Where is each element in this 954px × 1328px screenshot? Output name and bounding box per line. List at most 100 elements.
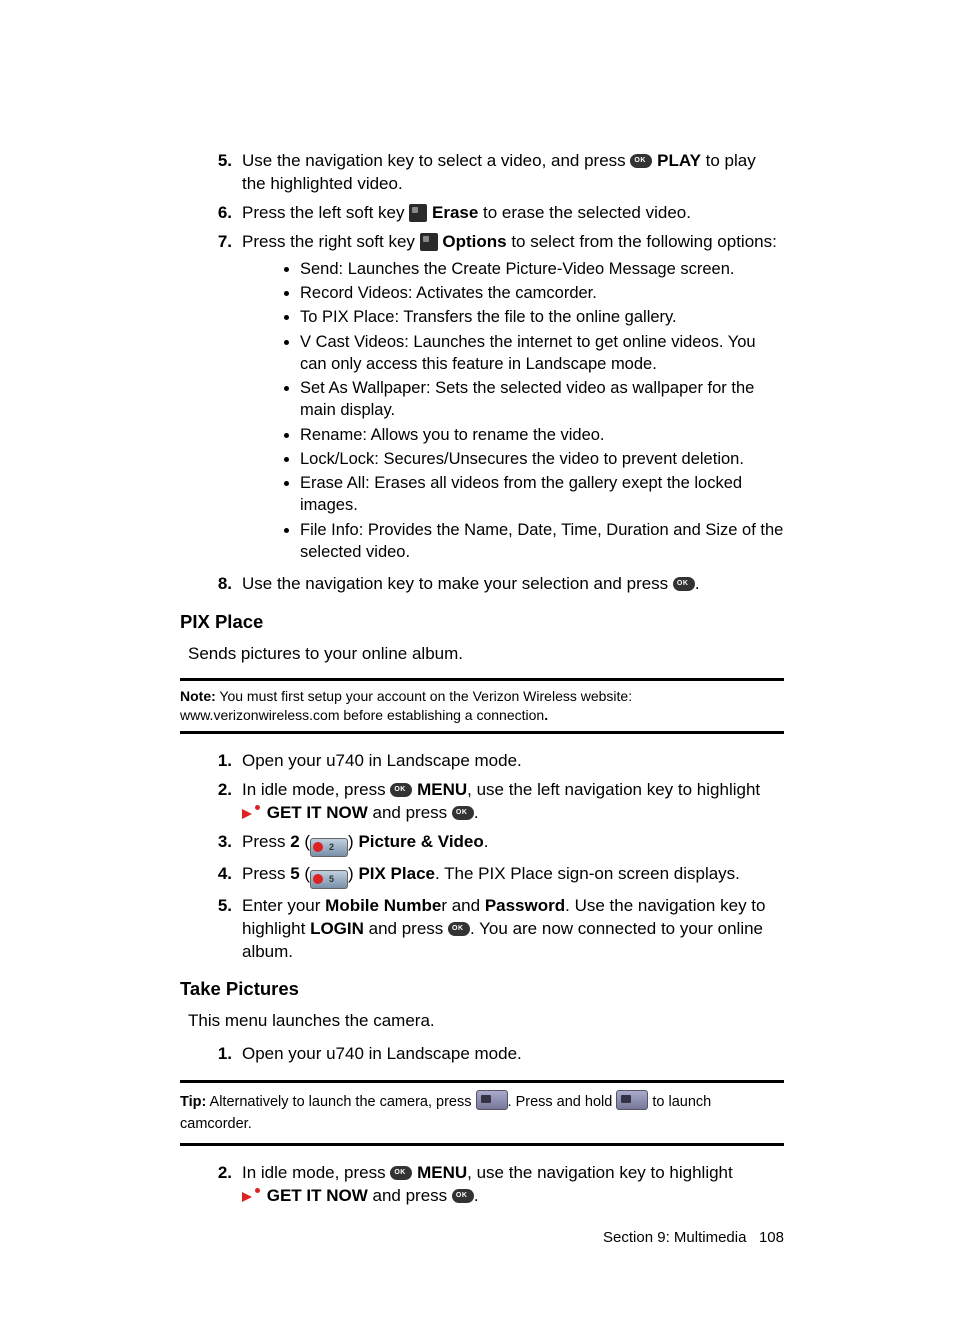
bold-text: MENU	[417, 780, 467, 799]
text: .	[484, 832, 489, 851]
camera-key-icon	[616, 1090, 648, 1110]
step-body: Use the navigation key to select a video…	[242, 150, 784, 196]
bold-text: PIX Place	[358, 864, 435, 883]
note-label: Note:	[180, 688, 216, 704]
text: .	[474, 1186, 479, 1205]
step-number: 1.	[180, 1043, 242, 1066]
text: )	[348, 832, 358, 851]
step-body: In idle mode, press MENU, use the left n…	[242, 779, 784, 825]
get-it-now-icon	[242, 805, 262, 821]
step-number: 3.	[180, 831, 242, 857]
text: , use the left navigation key to highlig…	[467, 780, 760, 799]
text: Press	[242, 832, 290, 851]
page-footer: Section 9: Multimedia 108	[180, 1228, 784, 1248]
step-body: Open your u740 in Landscape mode.	[242, 750, 784, 773]
bullet: Record Videos: Activates the camcorder.	[300, 282, 784, 304]
note-body: You must first setup your account on the…	[180, 688, 632, 723]
text: In idle mode, press	[242, 1163, 390, 1182]
note-box: Note: You must first setup your account …	[180, 678, 784, 734]
step-body: Use the navigation key to make your sele…	[242, 573, 784, 596]
text: In idle mode, press	[242, 780, 390, 799]
bullet: Rename: Allows you to rename the video.	[300, 424, 784, 446]
text: , use the navigation key to highlight	[467, 1163, 733, 1182]
softkey-icon	[409, 204, 427, 222]
step-body: Press the left soft key Erase to erase t…	[242, 202, 784, 225]
text: Use the navigation key to select a video…	[242, 151, 630, 170]
ok-icon	[673, 577, 695, 591]
key-5-icon: 5	[310, 870, 348, 889]
bold-text: Options	[442, 232, 506, 251]
step-body: Press the right soft key Options to sele…	[242, 231, 784, 567]
bold-text: 5	[290, 864, 299, 883]
page-number: 108	[759, 1229, 784, 1246]
ok-icon	[452, 806, 474, 820]
heading-pix-place: PIX Place	[180, 610, 784, 635]
key-2-icon: 2	[310, 838, 348, 857]
text: to select from the following options:	[507, 232, 777, 251]
ok-icon	[390, 1166, 412, 1180]
ok-icon	[630, 154, 652, 168]
section-label: Section 9: Multimedia	[603, 1229, 746, 1246]
steps-list-a: 5. Use the navigation key to select a vi…	[180, 150, 784, 596]
step-number: 5.	[180, 150, 242, 196]
options-bullets: Send: Launches the Create Picture-Video …	[242, 258, 784, 563]
step-number: 6.	[180, 202, 242, 225]
bullet: Send: Launches the Create Picture-Video …	[300, 258, 784, 280]
bold-text: Password	[485, 896, 565, 915]
bullet: File Info: Provides the Name, Date, Time…	[300, 519, 784, 564]
text: Press the right soft key	[242, 232, 420, 251]
document-page: 5. Use the navigation key to select a vi…	[0, 0, 954, 1328]
heading-take-pictures: Take Pictures	[180, 977, 784, 1002]
step-number: 1.	[180, 750, 242, 773]
step-5: 5. Use the navigation key to select a vi…	[180, 150, 784, 196]
text: r and	[441, 896, 484, 915]
step-body: Press 2 ( 2) Picture & Video.	[242, 831, 784, 857]
text: .	[695, 574, 700, 593]
step-6: 6. Press the left soft key Erase to eras…	[180, 202, 784, 225]
bullet: Erase All: Erases all videos from the ga…	[300, 472, 784, 517]
bullet: Lock/Lock: Secures/Unsecures the video t…	[300, 448, 784, 470]
bold-text: PLAY	[657, 151, 701, 170]
step-body: In idle mode, press MENU, use the naviga…	[242, 1162, 784, 1208]
pix-step-3: 3. Press 2 ( 2) Picture & Video.	[180, 831, 784, 857]
pix-intro: Sends pictures to your online album.	[188, 643, 784, 666]
pix-step-2: 2. In idle mode, press MENU, use the lef…	[180, 779, 784, 825]
tip-text: . Press and hold	[508, 1094, 617, 1110]
step-body: Enter your Mobile Number and Password. U…	[242, 895, 784, 964]
ok-icon	[452, 1189, 474, 1203]
text: )	[348, 864, 358, 883]
text: (	[300, 864, 310, 883]
text: .	[474, 803, 479, 822]
take-intro: This menu launches the camera.	[188, 1010, 784, 1033]
text: and press	[364, 919, 448, 938]
tip-box: Tip: Alternatively to launch the camera,…	[180, 1080, 784, 1146]
step-body: Press 5 ( 5) PIX Place. The PIX Place si…	[242, 863, 784, 889]
step-body: Open your u740 in Landscape mode.	[242, 1043, 784, 1066]
tip-text: Alternatively to launch the camera, pres…	[206, 1094, 475, 1110]
step-7: 7. Press the right soft key Options to s…	[180, 231, 784, 567]
bold-text: GET IT NOW	[267, 803, 368, 822]
take-step-2: 2. In idle mode, press MENU, use the nav…	[180, 1162, 784, 1208]
bold-text: LOGIN	[310, 919, 364, 938]
camera-key-icon	[476, 1090, 508, 1110]
bullet: Set As Wallpaper: Sets the selected vide…	[300, 377, 784, 422]
text: to erase the selected video.	[478, 203, 691, 222]
ok-icon	[448, 922, 470, 936]
text: and press	[368, 803, 452, 822]
softkey-icon	[420, 233, 438, 251]
pix-step-5: 5. Enter your Mobile Number and Password…	[180, 895, 784, 964]
step-number: 4.	[180, 863, 242, 889]
text: (	[300, 832, 310, 851]
step-8: 8. Use the navigation key to make your s…	[180, 573, 784, 596]
steps-list-take-b: 2. In idle mode, press MENU, use the nav…	[180, 1162, 784, 1208]
step-number: 7.	[180, 231, 242, 567]
text: . The PIX Place sign-on screen displays.	[435, 864, 740, 883]
bold-text: GET IT NOW	[267, 1186, 368, 1205]
text: and press	[368, 1186, 452, 1205]
step-number: 8.	[180, 573, 242, 596]
step-number: 5.	[180, 895, 242, 964]
text: Press	[242, 864, 290, 883]
text: Press the left soft key	[242, 203, 409, 222]
step-number: 2.	[180, 1162, 242, 1208]
bold-text: Mobile Numbe	[325, 896, 441, 915]
